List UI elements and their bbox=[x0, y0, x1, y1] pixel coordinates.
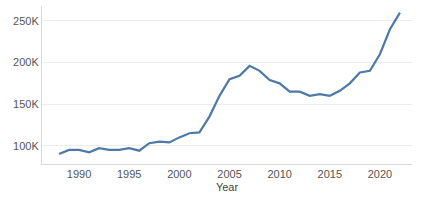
svg-text:150K: 150K bbox=[13, 98, 39, 110]
svg-text:1990: 1990 bbox=[67, 168, 91, 180]
svg-text:2015: 2015 bbox=[318, 168, 342, 180]
svg-text:2000: 2000 bbox=[167, 168, 191, 180]
svg-text:200K: 200K bbox=[13, 56, 39, 68]
svg-text:250K: 250K bbox=[13, 15, 39, 27]
svg-text:2005: 2005 bbox=[217, 168, 241, 180]
svg-text:2020: 2020 bbox=[368, 168, 392, 180]
svg-text:1995: 1995 bbox=[117, 168, 141, 180]
svg-text:Year: Year bbox=[216, 181, 239, 193]
svg-text:100K: 100K bbox=[13, 140, 39, 152]
svg-text:2010: 2010 bbox=[267, 168, 291, 180]
